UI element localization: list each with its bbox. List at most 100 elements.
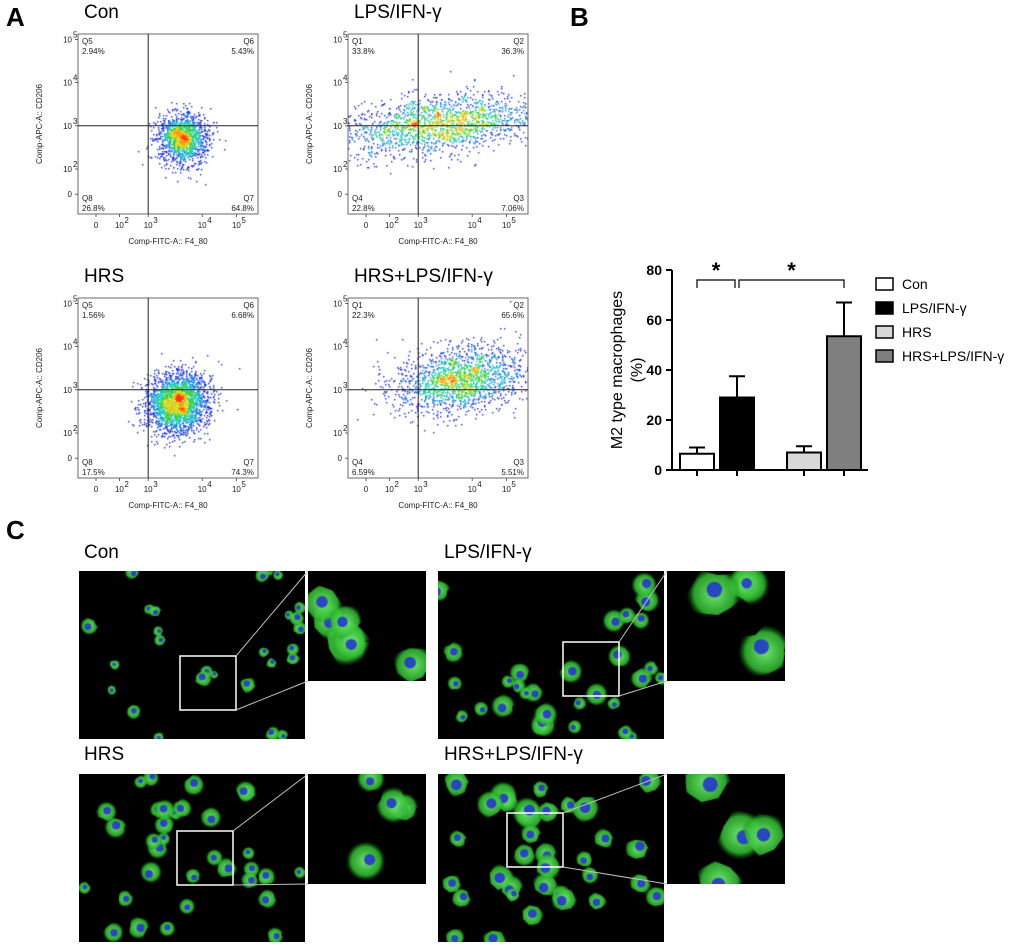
quadrant-label: 33.8% (352, 47, 375, 56)
x-tick-exponent: 4 (477, 216, 482, 225)
y-tick-exponent: 3 (73, 117, 78, 126)
y-tick-exponent: 4 (343, 338, 348, 347)
quadrant-label: 64.8% (231, 204, 254, 213)
x-tick-exponent: 4 (477, 480, 482, 489)
y-tick-label: 10 (333, 79, 342, 88)
x-tick-exponent: 5 (241, 216, 246, 225)
x-tick-label: 10 (385, 221, 394, 230)
y-tick-label: 0 (68, 190, 73, 199)
flow-x-axis-label: Comp-FITC-A:: F4_80 (398, 501, 478, 510)
flow-title-lps: LPS/IFN-γ (354, 2, 442, 23)
quadrant-label: Q5 (82, 37, 93, 46)
micrograph-lps (438, 571, 664, 739)
y-tick-exponent: 4 (73, 74, 78, 83)
y-tick-label: 10 (63, 299, 72, 308)
zoom-connector-line (235, 570, 309, 657)
quadrant-label: Q6 (243, 301, 254, 310)
flow-x-axis-label: Comp-FITC-A:: F4_80 (398, 237, 478, 246)
significance-bracket (738, 279, 845, 288)
legend-swatch (875, 277, 894, 291)
flow-plot-svg: Q52.94%Q65.43%Q826.8%Q764.8%105104103102… (35, 30, 259, 246)
x-tick-exponent: 2 (124, 216, 129, 225)
flow-density (348, 34, 528, 214)
y-tick-exponent: 5 (73, 30, 78, 39)
flow-density (78, 298, 258, 478)
bar (719, 396, 755, 471)
zoom-region-box (179, 655, 237, 711)
y-tick-exponent: 3 (343, 117, 348, 126)
y-tick-label: 10 (333, 343, 342, 352)
x-tick-label: 10 (232, 485, 241, 494)
quadrant-label: 7.06% (501, 204, 524, 213)
quadrant-label: 5.43% (231, 47, 254, 56)
quadrant-label: Q3 (513, 458, 524, 467)
legend-swatch (875, 325, 894, 339)
zoom-region-box (176, 830, 234, 886)
y-tick-label: 0 (338, 190, 343, 199)
y-axis-label: M2 type macrophages (609, 291, 626, 449)
y-tick-exponent: 5 (343, 294, 348, 303)
micro-title-hrs: HRS (84, 744, 125, 765)
x-tick-label: 10 (198, 485, 207, 494)
y-tick-exponent: 3 (73, 381, 78, 390)
y-tick-label: 40 (646, 362, 662, 378)
flow-title-hrs-lps: HRS+LPS/IFN-γ (354, 266, 493, 287)
legend-swatch (875, 301, 894, 315)
panel-label-c: C (6, 515, 25, 545)
zoom-connector-line (235, 680, 309, 711)
y-tick-exponent: 2 (343, 424, 348, 433)
x-tick-exponent: 3 (153, 480, 158, 489)
legend-label: LPS/IFN-γ (902, 300, 967, 316)
quadrant-label: Q5 (82, 301, 93, 310)
flow-plot-hrs: Q5 1.56% Q6 6.68% Q8 17.5% Q7 74.3% 10 5 10 4 10 3 10 2… (28, 290, 268, 520)
zoom-connector-line (562, 866, 668, 885)
x-tick-exponent: 3 (423, 480, 428, 489)
micrograph-hrs (79, 774, 305, 942)
quadrant-label: 5.51% (501, 468, 524, 477)
zoom-region-box (506, 812, 564, 868)
quadrant-label: 26.8% (82, 204, 105, 213)
x-tick-exponent: 5 (511, 216, 516, 225)
x-tick-label: 10 (468, 221, 477, 230)
micrograph-con (79, 571, 305, 739)
x-tick-label: 10 (232, 221, 241, 230)
bar (826, 335, 862, 471)
quadrant-label: 36.3% (501, 47, 524, 56)
zoom-connector-line (618, 680, 668, 697)
x-tick-label: 0 (94, 221, 99, 230)
x-tick-label: 10 (144, 221, 153, 230)
quadrant-label: Q8 (82, 458, 93, 467)
x-tick-exponent: 5 (241, 480, 246, 489)
y-tick-label: 0 (338, 454, 343, 463)
quadrant-label: Q8 (82, 194, 93, 203)
y-tick-label: 10 (333, 165, 342, 174)
y-tick-label: 0 (68, 454, 73, 463)
m2-bar-chart: 0 20 40 60 80 M2 type macrophages (%) * * Con LPS/… (609, 258, 1004, 478)
x-tick-label: 10 (115, 485, 124, 494)
flow-x-axis-label: Comp-FITC-A:: F4_80 (128, 237, 208, 246)
quadrant-label: Q4 (352, 194, 363, 203)
y-tick-label: 10 (63, 165, 72, 174)
y-tick-exponent: 2 (73, 160, 78, 169)
flow-plot-svg: Q51.56%Q66.68%Q817.5%Q774.3%105104103102… (35, 294, 259, 510)
y-tick-exponent: 4 (73, 338, 78, 347)
zoom-connector-line (232, 883, 309, 886)
flow-y-axis-label: Comp-APC-A:: CD206 (305, 347, 314, 428)
y-tick-exponent: 5 (343, 30, 348, 39)
quadrant-label: 1.56% (82, 311, 105, 320)
significance-bracket (696, 279, 736, 288)
y-tick-label: 60 (646, 312, 662, 328)
y-tick-label: 10 (63, 343, 72, 352)
significance-star: * (787, 258, 796, 283)
y-tick-label: 10 (333, 299, 342, 308)
micrograph-hrs-lps-zoom (667, 774, 785, 884)
flow-density (348, 298, 528, 478)
quadrant-label: 6.59% (352, 468, 375, 477)
flow-title-con: Con (84, 2, 119, 23)
x-tick-exponent: 4 (207, 480, 212, 489)
x-tick-exponent: 3 (153, 216, 158, 225)
y-tick-label: 10 (63, 79, 72, 88)
x-tick-label: 10 (385, 485, 394, 494)
quadrant-label: 74.3% (231, 468, 254, 477)
